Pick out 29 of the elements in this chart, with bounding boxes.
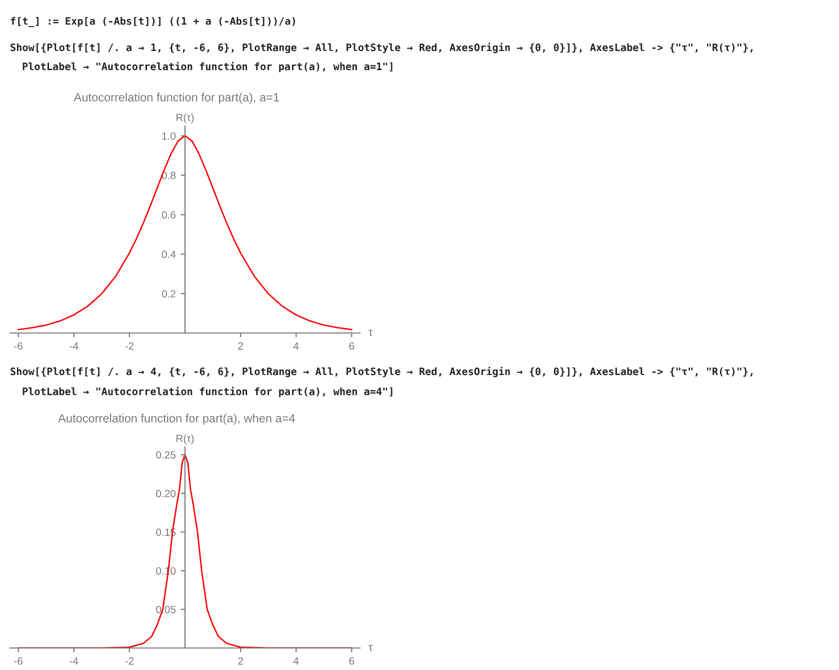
text: PlotLabel → "Autocorrelation function for part(a), when a=4"] [22, 386, 392, 398]
x-axis-title: τ [368, 330, 373, 336]
x-tick-label: -4 [70, 657, 78, 665]
y-axis-title: R(τ) [176, 434, 194, 444]
x-tick-label: -6 [14, 657, 23, 665]
x-tick-label: -2 [125, 342, 134, 350]
x-tick-label: 2 [238, 342, 243, 350]
x-axis-title: τ [368, 645, 373, 651]
y-tick-label: 0.20 [156, 490, 176, 498]
text: f[t_] := Exp[a (-Abs[t])] ((1 + a (-Abs[t]))/a) [10, 16, 295, 28]
text: Show[{Plot[f[t] /. a → 1, {t, -6, 6}, PlotRange → All, PlotStyle → Red, AxesOrigin → {0, 0}]}, AxesLabel -> {"τ", "R(τ)"}, [10, 42, 752, 54]
y-axis-title: R(τ) [176, 114, 194, 124]
text: PlotLabel → "Autocorrelation function for part(a), when a=1"] [22, 62, 392, 72]
chart-title: Autocorrelation function for part(a), when a=4 [58, 414, 295, 425]
y-tick-label: 1.0 [162, 132, 176, 140]
y-tick-label: 0.6 [162, 211, 176, 219]
y-tick-label: 0.25 [156, 451, 176, 459]
x-tick-label: 6 [349, 342, 354, 350]
y-tick-label: 0.4 [162, 250, 176, 258]
chart-title: Autocorrelation function for part(a), a=1 [74, 92, 279, 104]
x-tick-label: 2 [238, 657, 243, 665]
y-tick-label: 0.2 [162, 290, 176, 298]
x-tick-label: -4 [70, 342, 78, 350]
x-tick-label: 6 [349, 657, 354, 665]
x-tick-label: -2 [125, 657, 134, 665]
x-tick-label: 4 [293, 342, 299, 350]
x-tick-label: 4 [293, 657, 299, 665]
text: Show[{Plot[f[t] /. a → 4, {t, -6, 6}, PlotRange → All, PlotStyle → Red, AxesOrigin → {0, 0}]}, AxesLabel -> {"τ", "R(τ)"}, [10, 366, 752, 378]
x-tick-label: -6 [14, 342, 23, 350]
